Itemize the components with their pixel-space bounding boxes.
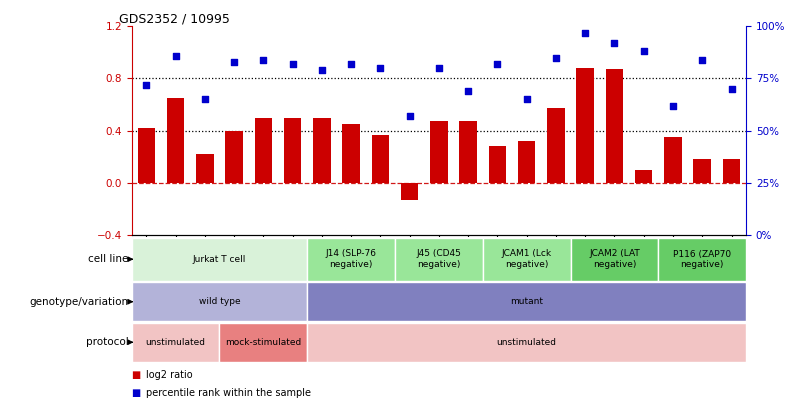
Text: mock-stimulated: mock-stimulated (225, 338, 302, 347)
Point (433, 65, 445, 71)
Point (315, 67, 328, 73)
Bar (284, 117, 302, 183)
Bar (488, 146, 506, 183)
Point (608, 40, 621, 46)
Text: wild type: wild type (199, 297, 240, 306)
Bar (342, 124, 360, 183)
Bar (547, 109, 565, 183)
Text: ■: ■ (132, 370, 144, 379)
Bar (430, 122, 448, 183)
Text: J14 (SLP-76
negative): J14 (SLP-76 negative) (326, 249, 377, 269)
Point (227, 59, 240, 65)
Point (140, 81, 152, 88)
Point (638, 48, 650, 55)
Bar (693, 159, 711, 183)
Point (286, 61, 299, 67)
Point (550, 54, 563, 61)
Bar (460, 122, 477, 183)
Point (725, 86, 738, 92)
Bar (518, 141, 535, 183)
Bar (219, 323, 307, 362)
Bar (571, 238, 658, 281)
Bar (307, 282, 746, 321)
Bar (307, 238, 395, 281)
Text: cell line: cell line (89, 254, 128, 264)
Bar (132, 323, 219, 362)
Text: mutant: mutant (510, 297, 543, 306)
Bar (307, 323, 746, 362)
Point (169, 52, 182, 59)
Bar (313, 117, 330, 183)
Text: log2 ratio: log2 ratio (146, 370, 192, 379)
Text: protocol: protocol (86, 337, 128, 347)
Bar (658, 238, 746, 281)
Text: Jurkat T cell: Jurkat T cell (193, 255, 246, 264)
Point (696, 56, 709, 63)
Bar (137, 128, 155, 183)
Point (374, 65, 387, 71)
Bar (664, 137, 681, 183)
Point (520, 96, 533, 102)
Point (666, 102, 679, 109)
Bar (196, 154, 214, 183)
Text: JCAM1 (Lck
negative): JCAM1 (Lck negative) (502, 249, 551, 269)
Text: percentile rank within the sample: percentile rank within the sample (146, 388, 311, 398)
Bar (576, 68, 594, 183)
Point (491, 61, 504, 67)
Bar (372, 134, 389, 183)
Bar (606, 69, 623, 183)
Text: genotype/variation: genotype/variation (30, 297, 128, 307)
Bar (132, 238, 307, 281)
Text: GDS2352 / 10995: GDS2352 / 10995 (120, 12, 231, 25)
Bar (167, 98, 184, 183)
Bar (401, 183, 418, 200)
Bar (483, 238, 571, 281)
Bar (255, 117, 272, 183)
Point (199, 96, 211, 102)
Point (579, 29, 591, 36)
Text: J45 (CD45
negative): J45 (CD45 negative) (417, 249, 461, 269)
Bar (723, 159, 741, 183)
Bar (132, 282, 307, 321)
Point (257, 56, 270, 63)
Point (403, 113, 416, 119)
Text: JCAM2 (LAT
negative): JCAM2 (LAT negative) (589, 249, 640, 269)
Text: ■: ■ (132, 388, 144, 398)
Bar (395, 238, 483, 281)
Bar (225, 130, 243, 183)
Point (462, 88, 475, 94)
Text: unstimulated: unstimulated (496, 338, 557, 347)
Text: P116 (ZAP70
negative): P116 (ZAP70 negative) (674, 249, 731, 269)
Bar (635, 170, 653, 183)
Point (345, 61, 358, 67)
Text: unstimulated: unstimulated (145, 338, 206, 347)
